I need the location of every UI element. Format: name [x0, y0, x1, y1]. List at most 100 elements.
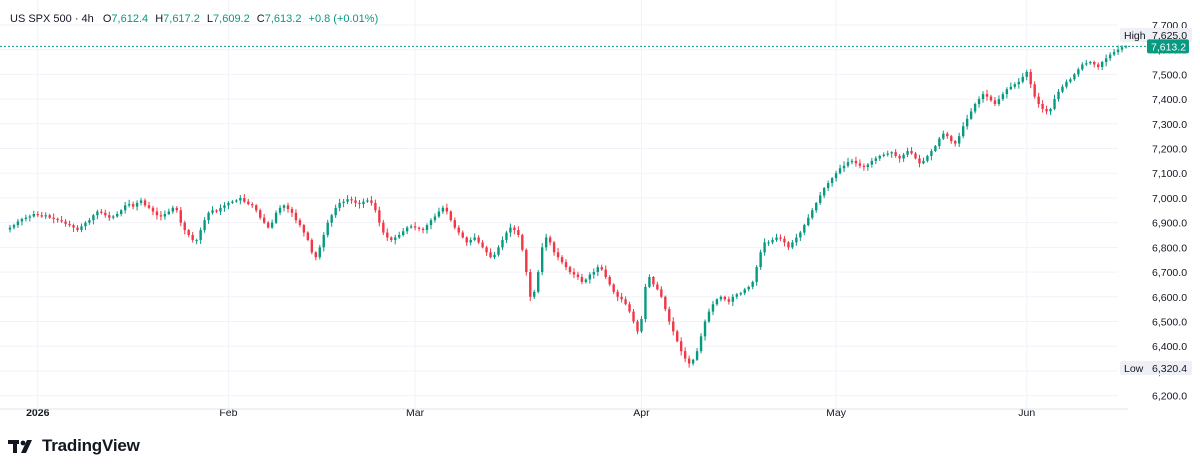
- candle-body: [445, 207, 449, 212]
- low-badge: Low 6,320.4: [1120, 361, 1192, 375]
- candle-body: [251, 204, 254, 206]
- candle-body: [326, 222, 329, 236]
- high-label-legend: H: [155, 13, 164, 25]
- candle-body: [866, 164, 870, 168]
- candle-body: [815, 202, 818, 211]
- candle-body: [1037, 96, 1040, 105]
- candle-body: [20, 218, 24, 222]
- candle-body: [163, 214, 167, 217]
- time-axis[interactable]: 2026 Feb Mar Apr May Jun: [0, 407, 1128, 419]
- candle-body: [1093, 62, 1096, 65]
- candle-body: [942, 133, 945, 139]
- candle-body: [973, 104, 977, 112]
- candle-body: [834, 173, 838, 179]
- candle-body: [1053, 99, 1056, 109]
- candle-body: [469, 239, 472, 243]
- candle-body: [282, 205, 286, 208]
- candle-body: [755, 267, 758, 282]
- candle-body: [1033, 84, 1036, 97]
- candle-body: [461, 232, 464, 238]
- candle-body: [636, 321, 639, 332]
- tradingview-logo[interactable]: TradingView: [8, 436, 140, 456]
- candle-body: [771, 239, 774, 243]
- candle-body: [52, 217, 55, 219]
- candle-body: [854, 160, 858, 164]
- candle-body: [699, 336, 703, 352]
- candle-body: [668, 309, 671, 322]
- candle-body: [40, 215, 43, 217]
- candle-body: [930, 150, 933, 156]
- candle-body: [985, 94, 989, 97]
- y-tick-label: 7,500.0: [1152, 69, 1187, 81]
- candle-body: [421, 228, 425, 231]
- candle-body: [72, 225, 75, 228]
- candle-body: [552, 242, 556, 253]
- interval[interactable]: 4h: [81, 13, 94, 25]
- x-tick-label: 2026: [26, 407, 50, 419]
- candle-body: [568, 267, 572, 273]
- candle-body: [159, 215, 163, 217]
- candle-body: [338, 202, 341, 208]
- candle-body: [938, 138, 941, 147]
- y-tick-label: 6,600.0: [1152, 292, 1187, 304]
- candle-body: [548, 237, 552, 243]
- candle-body: [691, 359, 695, 364]
- candle-body: [676, 331, 679, 342]
- y-tick-label: 6,400.0: [1152, 341, 1187, 353]
- y-tick-label: 7,100.0: [1152, 168, 1187, 180]
- candle-body: [211, 210, 214, 213]
- candle-body: [143, 200, 147, 206]
- candle-body: [1045, 108, 1048, 112]
- candle-body: [270, 222, 274, 228]
- candle-body: [890, 152, 893, 154]
- candle-body: [306, 232, 310, 240]
- candle-body: [918, 158, 921, 164]
- candle-body: [409, 226, 413, 228]
- candle-body: [290, 209, 294, 213]
- candle-body: [533, 291, 536, 297]
- price-axis[interactable]: 6,200.06,300.06,400.06,500.06,600.06,700…: [1152, 20, 1187, 403]
- symbol-name[interactable]: US SPX 500: [10, 13, 72, 25]
- candle-body: [429, 220, 433, 226]
- candle-body: [715, 299, 719, 305]
- candle-body: [370, 200, 373, 203]
- change-value: +0.8 (+0.01%): [308, 13, 379, 25]
- candle-body: [167, 211, 171, 214]
- candle-body: [954, 141, 957, 144]
- candle-body: [648, 277, 651, 287]
- candle-body: [783, 238, 786, 243]
- candle-body: [695, 351, 699, 360]
- candle-body: [119, 210, 123, 214]
- candle-body: [139, 200, 143, 203]
- candle-body: [529, 272, 532, 297]
- candle-body: [64, 221, 67, 224]
- candle-body: [723, 296, 727, 300]
- y-tick-label: 6,900.0: [1152, 218, 1187, 230]
- candle-body: [1124, 46, 1128, 48]
- candle-body: [457, 227, 460, 233]
- candle-body: [342, 201, 345, 203]
- candle-body: [362, 201, 365, 205]
- candle-body: [981, 94, 985, 100]
- chart-grid: [0, 0, 1118, 410]
- candle-body: [759, 252, 762, 268]
- candle-body: [1120, 47, 1124, 50]
- candle-body: [255, 205, 258, 211]
- candle-body: [1089, 62, 1092, 64]
- candle-body: [1097, 64, 1100, 67]
- candle-body: [32, 214, 36, 217]
- candle-body: [274, 212, 278, 223]
- candle-body: [787, 242, 790, 248]
- candle-body: [946, 133, 949, 137]
- candle-body: [910, 150, 913, 154]
- ohlc-legend: US SPX 500 · 4h O7,612.4 H7,617.2 L7,609…: [10, 13, 379, 25]
- y-tick-label: 7,400.0: [1152, 94, 1187, 106]
- candle-body: [743, 289, 746, 294]
- candle-body: [266, 222, 270, 228]
- candle-body: [318, 247, 321, 258]
- candle-body: [286, 205, 290, 210]
- candle-body: [28, 216, 32, 218]
- candle-body: [147, 205, 151, 208]
- candle-body: [906, 150, 909, 155]
